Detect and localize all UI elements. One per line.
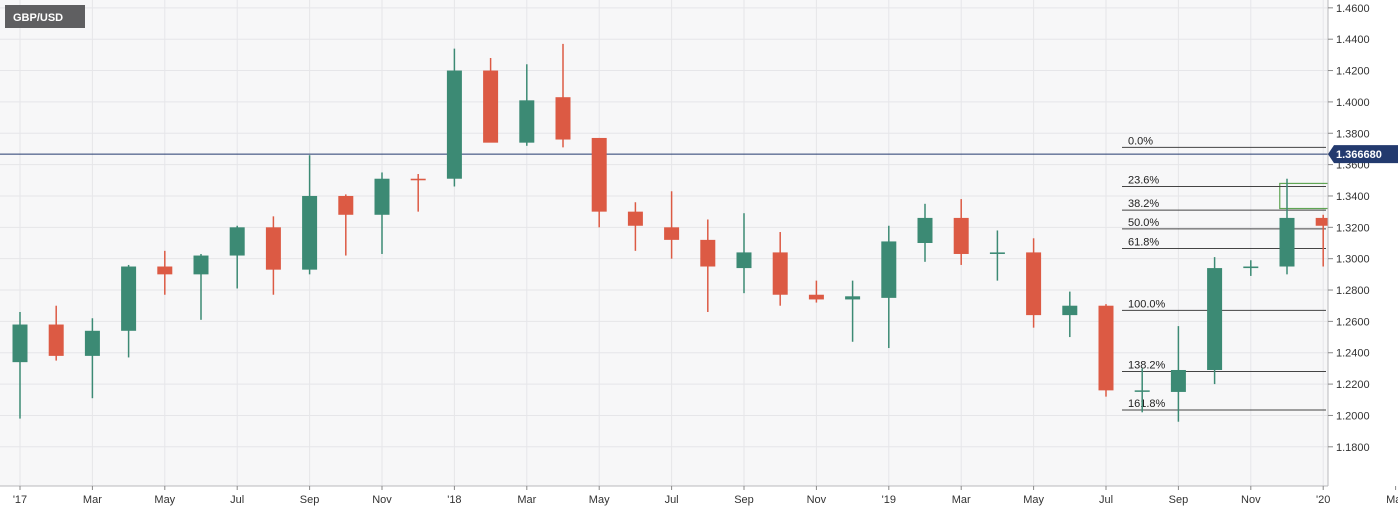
x-tick-label: Mar: [517, 494, 536, 506]
x-tick-label: '18: [447, 494, 461, 506]
fib-label: 38.2%: [1128, 198, 1159, 210]
symbol-label: GBP/USD: [13, 12, 63, 24]
candle-body: [48, 324, 64, 356]
candle-body: [1026, 252, 1042, 316]
candle-body: [953, 217, 969, 254]
x-tick-label: May: [154, 494, 175, 506]
fib-label: 161.8%: [1128, 398, 1166, 410]
y-tick-label: 1.4000: [1336, 97, 1370, 109]
candle-body: [772, 252, 788, 295]
fib-label: 0.0%: [1128, 135, 1153, 147]
candle-body: [157, 266, 173, 275]
candle-body: [845, 296, 861, 300]
x-tick-label: Sep: [1169, 494, 1189, 506]
candle-body: [1279, 217, 1295, 267]
x-tick-label: Mar: [1386, 494, 1398, 506]
x-tick-label: Sep: [734, 494, 754, 506]
y-tick-label: 1.3400: [1336, 191, 1370, 203]
symbol-badge[interactable]: GBP/USD: [5, 5, 85, 28]
price-tag-value: 1.366680: [1336, 149, 1382, 161]
y-tick-label: 1.4400: [1336, 34, 1370, 46]
candle-body: [1207, 268, 1223, 370]
thin-zone: [1279, 182, 1398, 210]
y-tick-label: 1.1800: [1336, 442, 1370, 454]
candle-body: [410, 178, 426, 181]
x-axis[interactable]: '17 Mar May Jul Sep Nov '18 Mar May Jul Sep Nov '19 M…: [13, 486, 1398, 506]
candle-body: [1134, 390, 1150, 392]
x-tick-label: '19: [882, 494, 896, 506]
candle-body: [700, 239, 716, 267]
candle-body: [627, 211, 643, 226]
candle-body: [1315, 217, 1331, 226]
candle-body: [519, 100, 535, 143]
candle-body: [84, 330, 100, 356]
candle-body: [483, 70, 499, 143]
candle-body: [917, 217, 933, 243]
x-tick-label: May: [1023, 494, 1044, 506]
candle-body: [591, 137, 607, 212]
candle-body: [446, 70, 462, 179]
candle-body: [302, 195, 318, 270]
x-tick-label: Nov: [807, 494, 827, 506]
x-tick-label: Jul: [1099, 494, 1113, 506]
candle-body: [736, 252, 752, 269]
candle-body: [989, 252, 1005, 254]
plot-background: [0, 0, 1328, 486]
x-tick-label: Nov: [1241, 494, 1261, 506]
y-tick-label: 1.4200: [1336, 66, 1370, 78]
current-price-tag: 1.366680: [1328, 145, 1398, 164]
candle-body: [12, 324, 28, 363]
fib-label: 61.8%: [1128, 236, 1159, 248]
y-tick-label: 1.2600: [1336, 316, 1370, 328]
y-tick-label: 1.3800: [1336, 128, 1370, 140]
x-tick-label: Nov: [372, 494, 392, 506]
price-tag-bg: [1328, 145, 1398, 164]
symbol-badge-bg: [5, 5, 85, 28]
candle-body: [1243, 266, 1259, 269]
y-tick-label: 1.2200: [1336, 379, 1370, 391]
candle-body: [1170, 369, 1186, 392]
zones: [1279, 182, 1398, 210]
x-tick-label: Jul: [230, 494, 244, 506]
x-tick-label: Sep: [300, 494, 320, 506]
fib-label: 23.6%: [1128, 175, 1159, 187]
candle-body: [664, 227, 680, 240]
y-tick-label: 1.2800: [1336, 285, 1370, 297]
candle-body: [555, 97, 571, 140]
fib-label: 50.0%: [1128, 217, 1159, 229]
fibonacci-levels: 0.0% 23.6% 38.2% 50.0% 61.8% 100.0% 138.2% 161.…: [0, 135, 1328, 411]
y-tick-label: 1.3200: [1336, 222, 1370, 234]
x-tick-label: '17: [13, 494, 27, 506]
x-tick-label: Mar: [952, 494, 971, 506]
fib-label: 138.2%: [1128, 360, 1166, 372]
y-axis[interactable]: 1.46001.44001.42001.40001.38001.36001.34…: [1328, 3, 1370, 454]
candle-body: [881, 241, 897, 298]
candle-body: [265, 227, 281, 270]
fib-label: 100.0%: [1128, 298, 1166, 310]
candle-body: [338, 195, 354, 215]
y-tick-label: 1.4600: [1336, 3, 1370, 15]
x-tick-label: May: [589, 494, 610, 506]
y-axis-panel: [1328, 0, 1398, 512]
y-tick-label: 1.2000: [1336, 410, 1370, 422]
candle-body: [1062, 305, 1078, 316]
candle-body: [121, 266, 137, 331]
x-tick-label: Mar: [83, 494, 102, 506]
candle-body: [193, 255, 209, 275]
candle-body: [229, 227, 245, 256]
x-tick-label: '20: [1316, 494, 1330, 506]
y-tick-label: 1.3000: [1336, 254, 1370, 266]
candle-body: [808, 294, 824, 300]
x-tick-label: Jul: [665, 494, 679, 506]
candle-body: [1098, 305, 1114, 391]
y-tick-label: 1.2400: [1336, 348, 1370, 360]
candle-body: [374, 178, 390, 215]
